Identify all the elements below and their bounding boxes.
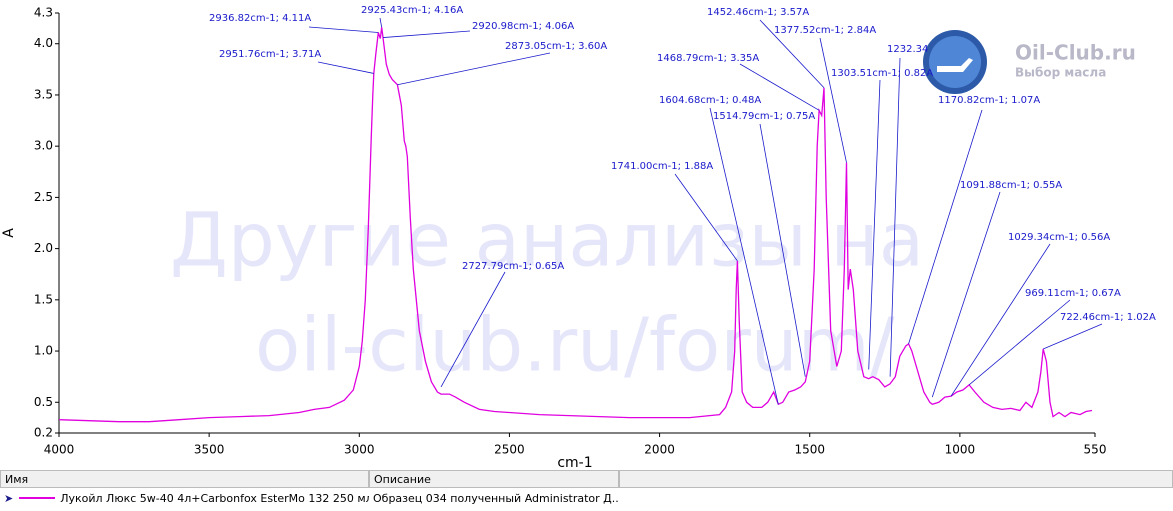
annotation-leader — [397, 52, 551, 86]
annotation-label: 1741.00cm-1; 1.88A — [611, 161, 713, 172]
annotation-label: 1091.88cm-1; 0.55A — [960, 180, 1062, 191]
annotation-leader — [440, 271, 506, 388]
annotation-leader — [950, 243, 1051, 397]
annotation-label: 2951.76cm-1; 3.71A — [219, 49, 321, 60]
annotation-leader — [931, 191, 1001, 398]
annotation-label: 1232.34 — [887, 44, 928, 55]
annotation-leader — [968, 299, 1071, 386]
annotation-label: 2727.79cm-1; 0.65A — [462, 261, 564, 272]
logo: Oil-Club.ru Выбор масла — [923, 30, 1136, 94]
y-tick-label: 1.5 — [34, 292, 53, 306]
annotation-label: 722.46cm-1; 1.02A — [1060, 312, 1156, 323]
x-tick-label: 3500 — [194, 443, 225, 457]
annotation-label: 1468.79cm-1; 3.35A — [657, 53, 759, 64]
y-tick-label: 3.5 — [34, 87, 53, 101]
annotation-leader — [308, 26, 379, 33]
column-header — [619, 470, 1173, 488]
x-tick-label: 2500 — [494, 443, 525, 457]
annotation-label: 1029.34cm-1; 0.56A — [1008, 232, 1110, 243]
x-tick-label: 4000 — [44, 443, 75, 457]
annotation-label: 1604.68cm-1; 0.48A — [659, 95, 761, 106]
annotation-leader — [1043, 323, 1103, 350]
watermark: Другие анализы на — [170, 198, 924, 284]
logo-icon — [929, 36, 981, 88]
logo-icon — [937, 58, 973, 72]
y-tick-label: 0.5 — [34, 395, 53, 409]
annotation-label: 2925.43cm-1; 4.16A — [361, 5, 463, 16]
x-tick-label: 550 — [1084, 443, 1107, 457]
y-tick-label: 4.0 — [34, 36, 53, 50]
logo-subtitle: Выбор масла — [1015, 66, 1106, 80]
x-axis-label: cm-1 — [557, 455, 592, 470]
annotation-label: 969.11cm-1; 0.67A — [1025, 288, 1121, 299]
y-tick-label: 2.5 — [34, 190, 53, 204]
y-tick-label: 4.3 — [34, 6, 53, 20]
annotation-leader — [674, 173, 738, 262]
spectrum-line — [58, 27, 1093, 423]
annotation-leader — [382, 30, 471, 38]
annotation-label: 1452.46cm-1; 3.57A — [707, 7, 809, 18]
annotation-leader — [759, 19, 825, 89]
annotation-leader — [317, 61, 374, 74]
annotation-label: 1303.51cm-1; 0.82A — [831, 68, 933, 79]
watermark: oil-club.ru/forum/ — [255, 303, 895, 389]
annotation-leader — [868, 79, 881, 370]
sample-table: Имя Описание ➤ Лукойл Люкс 5w-40 4л+Carb… — [0, 470, 1173, 511]
annotation-leader — [819, 37, 847, 163]
annotation-label: 2936.82cm-1; 4.11A — [209, 13, 311, 24]
y-tick-label: 2.0 — [34, 241, 53, 255]
annotation-leader — [709, 107, 779, 405]
annotation-leader — [379, 17, 383, 28]
y-tick-label: 1.0 — [34, 344, 53, 358]
annotation-leader — [908, 109, 983, 344]
x-tick-label: 1000 — [945, 443, 976, 457]
annotation-leader — [889, 57, 901, 377]
sample-name-cell[interactable]: ➤ Лукойл Люкс 5w-40 4л+Carbonfox EsterMo… — [0, 489, 369, 508]
annotation-label: 1377.52cm-1; 2.84A — [774, 25, 876, 36]
x-tick-label: 3000 — [344, 443, 375, 457]
x-tick-label: 2000 — [644, 443, 675, 457]
column-header[interactable]: Имя — [0, 470, 369, 488]
y-tick-label: 0.2 — [34, 426, 53, 440]
annotation-leader — [739, 63, 820, 111]
description-cell[interactable]: Образец 034 полученный Administrator Д..… — [373, 492, 619, 505]
series-swatch — [18, 497, 55, 499]
row-marker: ➤ — [4, 492, 14, 505]
logo-title: Oil-Club.ru — [1015, 41, 1136, 65]
x-tick-label: 1500 — [794, 443, 825, 457]
y-axis-label: A — [1, 228, 17, 238]
annotation-leader — [759, 123, 806, 377]
annotation-label: 2920.98cm-1; 4.06A — [472, 21, 574, 32]
chart: Другие анализы на oil-club.ru/forum/ Oil… — [1, 5, 1156, 470]
annotation-label: 2873.05cm-1; 3.60A — [505, 41, 607, 52]
y-tick-label: 3.0 — [34, 139, 53, 153]
column-header[interactable]: Описание — [369, 470, 619, 488]
annotation-label: 1514.79cm-1; 0.75A — [713, 111, 815, 122]
annotation-label: 1170.82cm-1; 1.07A — [938, 95, 1040, 106]
sample-name: Лукойл Люкс 5w-40 4л+Carbonfox EsterMo 1… — [60, 492, 369, 505]
